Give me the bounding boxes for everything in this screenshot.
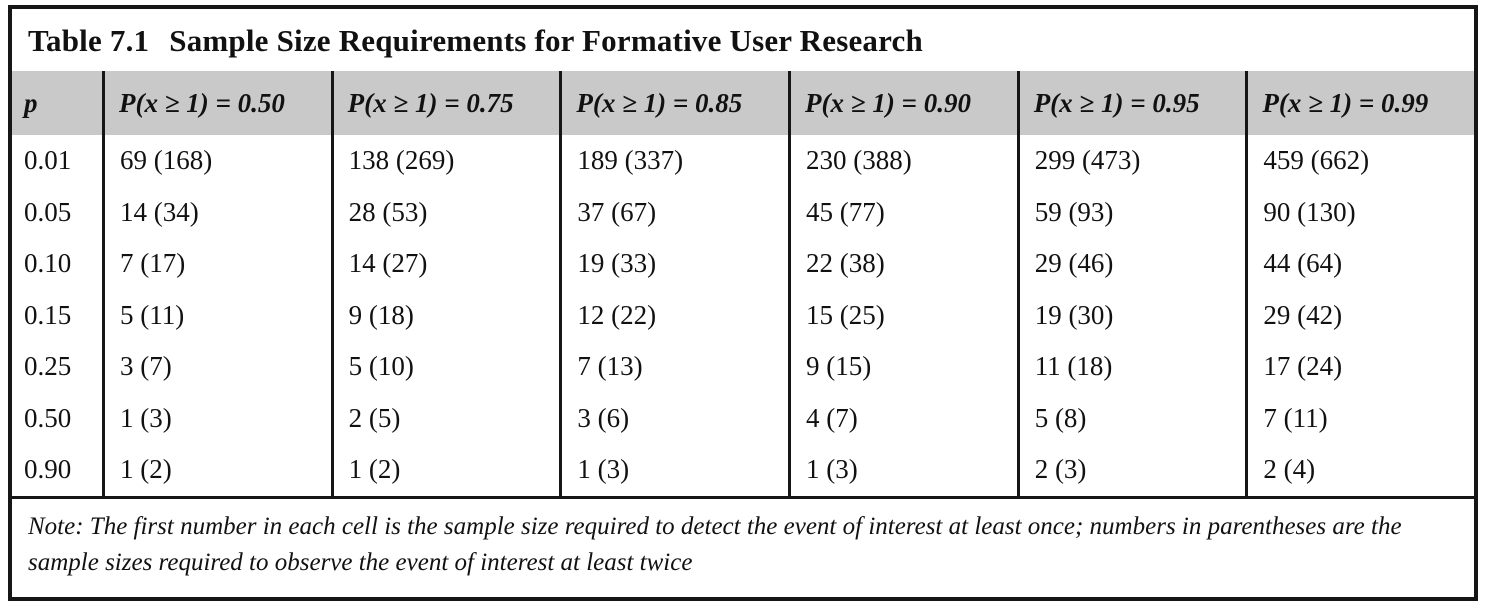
- table-cell: 299 (473): [1034, 145, 1141, 176]
- table-cell: 1 (3): [577, 454, 630, 485]
- table-cell: 19 (33): [577, 248, 657, 279]
- table-number: Table 7.1: [28, 23, 150, 58]
- table-cell: 0.15: [24, 299, 72, 330]
- column-p: p 0.01 0.05 0.10 0.15 0.25 0.50 0.90: [12, 71, 102, 496]
- table-cell: 0.01: [24, 145, 72, 176]
- table-cell: 7 (11): [1263, 402, 1328, 433]
- table-cell: 14 (34): [120, 196, 199, 227]
- table-cell: 0.05: [24, 196, 72, 227]
- table-cell: 0.10: [24, 248, 72, 279]
- table-cell: 189 (337): [577, 145, 684, 176]
- table-cell: 459 (662): [1263, 145, 1370, 176]
- table-cell: 5 (8): [1034, 402, 1087, 433]
- table-cell: 5 (10): [348, 351, 414, 382]
- table-cell: 0.25: [24, 351, 72, 382]
- table-grid: p 0.01 0.05 0.10 0.15 0.25 0.50 0.90 P(x ≥ 1) = …: [12, 71, 1475, 496]
- column-probability-1: P(x ≥ 1) = 0.75 138 (269) 28 (53) 14 (27) 9 …: [330, 71, 560, 496]
- table-cell: 7 (13): [577, 351, 643, 382]
- table-cell: 5 (11): [120, 299, 185, 330]
- column-header: P(x ≥ 1) = 0.99: [1248, 71, 1475, 135]
- table-cell: 230 (388): [806, 145, 912, 176]
- table-cell: 9 (15): [806, 351, 872, 382]
- table-cell: 9 (18): [348, 299, 414, 330]
- table-cell: 2 (3): [1034, 454, 1087, 485]
- table-cell: 1 (3): [120, 402, 172, 433]
- table-cell: 2 (4): [1263, 454, 1316, 485]
- table-cell: 69 (168): [120, 145, 213, 176]
- table-cell: 138 (269): [348, 145, 455, 176]
- table-cell: 1 (3): [806, 454, 858, 485]
- table-cell: 3 (6): [577, 402, 630, 433]
- table-cell: 22 (38): [806, 248, 885, 279]
- table-7-1: Table 7.1 Sample Size Requirements for F…: [8, 5, 1478, 601]
- table-cell: 1 (2): [120, 454, 172, 485]
- table-cell: 45 (77): [806, 196, 885, 227]
- column-header: P(x ≥ 1) = 0.75: [333, 71, 560, 135]
- table-note: Note: The first number in each cell is t…: [12, 495, 1474, 598]
- table-cell: 37 (67): [577, 196, 657, 227]
- table-cell: 1 (2): [348, 454, 401, 485]
- table-cell: 29 (46): [1034, 248, 1114, 279]
- table-cell: 11 (18): [1034, 351, 1113, 382]
- table-cell: 14 (27): [348, 248, 428, 279]
- table-title-text: Sample Size Requirements for Formative U…: [169, 23, 923, 58]
- table-cell: 0.90: [24, 454, 72, 485]
- column-probability-3: P(x ≥ 1) = 0.90 230 (388) 45 (77) 22 (38) 15…: [788, 71, 1017, 496]
- table-cell: 44 (64): [1263, 248, 1343, 279]
- column-header: P(x ≥ 1) = 0.85: [562, 71, 789, 135]
- table-cell: 12 (22): [577, 299, 657, 330]
- column-header: p: [12, 71, 102, 135]
- table-cell: 28 (53): [348, 196, 428, 227]
- table-cell: 2 (5): [348, 402, 401, 433]
- table-cell: 59 (93): [1034, 196, 1114, 227]
- table-cell: 29 (42): [1263, 299, 1343, 330]
- table-cell: 15 (25): [806, 299, 885, 330]
- column-header: P(x ≥ 1) = 0.50: [105, 71, 331, 135]
- table-cell: 90 (130): [1263, 196, 1356, 227]
- table-cell: 19 (30): [1034, 299, 1114, 330]
- table-cell: 4 (7): [806, 402, 858, 433]
- column-probability-4: P(x ≥ 1) = 0.95 299 (473) 59 (93) 29 (46) 19…: [1016, 71, 1246, 496]
- table-cell: 17 (24): [1263, 351, 1343, 382]
- column-header: P(x ≥ 1) = 0.95: [1019, 71, 1246, 135]
- table-cell: 7 (17): [120, 248, 186, 279]
- column-probability-0: P(x ≥ 1) = 0.50 69 (168) 14 (34) 7 (17) 5 (1…: [102, 71, 331, 496]
- column-probability-2: P(x ≥ 1) = 0.85 189 (337) 37 (67) 19 (33) 12…: [559, 71, 789, 496]
- table-cell: 3 (7): [120, 351, 172, 382]
- column-header: P(x ≥ 1) = 0.90: [791, 71, 1017, 135]
- table-cell: 0.50: [24, 402, 72, 433]
- column-probability-5: P(x ≥ 1) = 0.99 459 (662) 90 (130) 44 (64) 2…: [1245, 71, 1475, 496]
- table-title: Table 7.1 Sample Size Requirements for F…: [12, 9, 1474, 71]
